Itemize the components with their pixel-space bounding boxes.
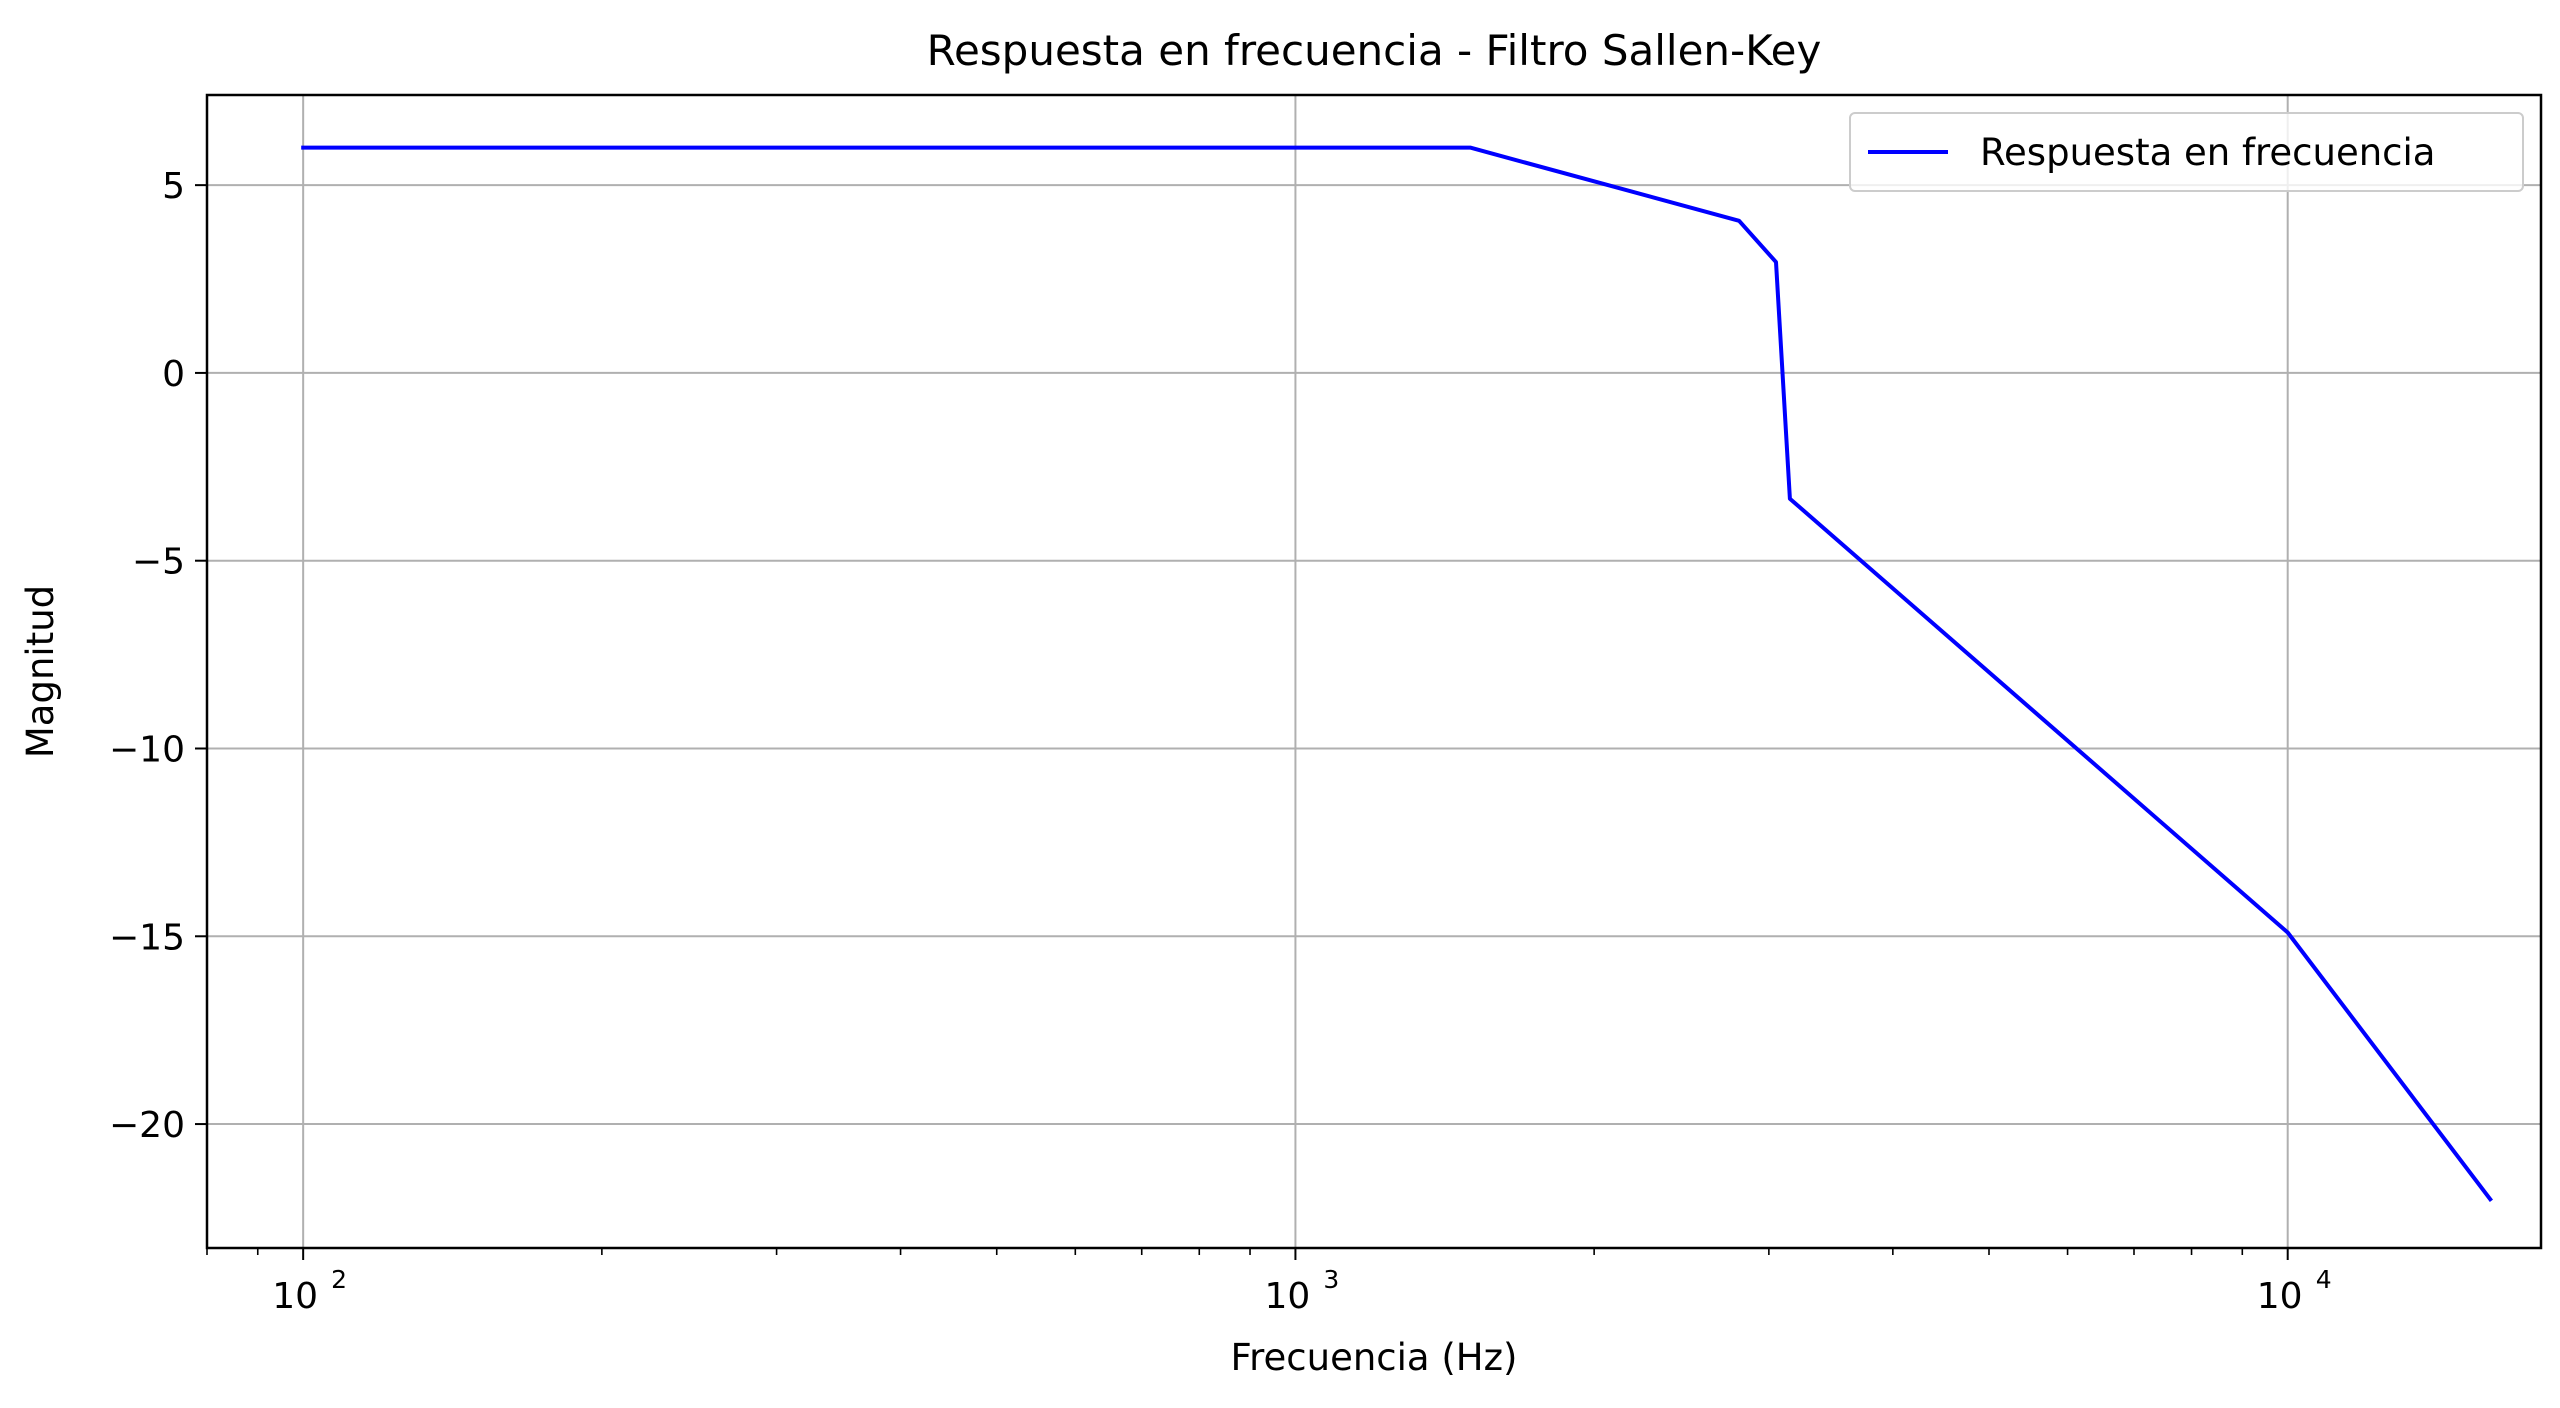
series-layer [301,145,2494,1203]
x-tick-exponent: 3 [1323,1265,1339,1294]
x-tick-exponent: 4 [2316,1265,2332,1294]
y-tick-label: −20 [109,1105,185,1146]
series-line [301,145,2494,1203]
chart-title: Respuesta en frecuencia - Filtro Sallen-… [927,26,1822,75]
y-tick-label: −5 [132,542,185,583]
x-tick-label: 10 [1265,1276,1311,1317]
legend-box [1849,112,2524,192]
y-tick-label: −15 [109,917,185,958]
grid [207,95,2541,1248]
ticks: 10 2 10 3 10 4 5 0 −5 −10 −15 −20 [109,166,2332,1317]
y-tick-label: −10 [109,729,185,770]
plot-frame [205,93,2543,1250]
legend-label: Respuesta en frecuencia [1980,131,2435,174]
x-tick-label: 10 [272,1276,318,1317]
y-axis-label: Magnitud [19,585,62,758]
x-tick-exponent: 2 [331,1265,347,1294]
legend: Respuesta en frecuencia [1849,112,2524,192]
y-tick-label: 5 [162,166,185,207]
x-axis-label: Frecuencia (Hz) [1231,1336,1518,1379]
y-tick-label: 0 [162,354,185,395]
x-tick-label: 10 [2257,1276,2303,1317]
